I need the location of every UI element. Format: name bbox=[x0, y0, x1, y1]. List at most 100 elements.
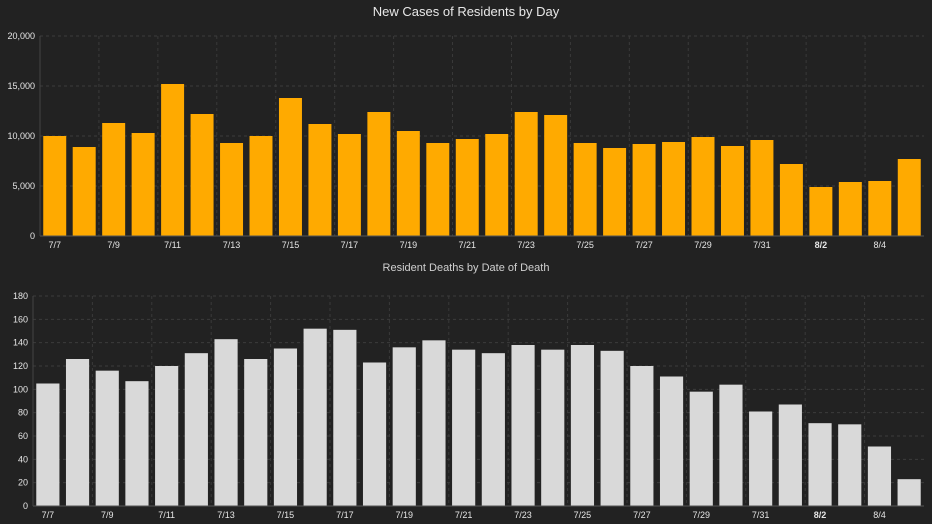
deaths-bar bbox=[273, 348, 298, 506]
deaths-bar bbox=[481, 353, 505, 506]
cases-bar bbox=[632, 144, 656, 236]
deaths-y-tick-label: 40 bbox=[18, 454, 28, 464]
cases-bar bbox=[720, 146, 744, 236]
cases-bar bbox=[72, 147, 96, 236]
deaths-y-tick-label: 80 bbox=[18, 408, 28, 418]
cases-bar bbox=[131, 133, 155, 236]
cases-bar bbox=[455, 139, 479, 236]
cases-y-tick-label: 0 bbox=[30, 231, 35, 241]
deaths-bar bbox=[867, 446, 892, 506]
deaths-bar bbox=[719, 384, 743, 506]
deaths-bar bbox=[452, 349, 476, 506]
cases-bar bbox=[514, 112, 538, 236]
cases-y-tick-label: 20,000 bbox=[7, 31, 35, 41]
deaths-bar bbox=[838, 424, 862, 506]
cases-x-tick-label: 7/13 bbox=[223, 240, 241, 250]
cases-x-tick-label: 7/27 bbox=[635, 240, 653, 250]
deaths-y-tick-label: 60 bbox=[18, 431, 28, 441]
deaths-x-tick-label: 7/31 bbox=[752, 510, 770, 520]
deaths-y-tick-label: 20 bbox=[18, 478, 28, 488]
deaths-bar bbox=[36, 383, 60, 506]
cases-bar bbox=[426, 143, 450, 236]
deaths-y-tick-label: 0 bbox=[23, 501, 28, 511]
deaths-x-tick-label: 7/23 bbox=[514, 510, 532, 520]
deaths-bar bbox=[570, 345, 595, 506]
cases-chart-title: New Cases of Residents by Day bbox=[372, 4, 560, 19]
deaths-bar bbox=[125, 381, 149, 506]
cases-x-tick-label: 7/19 bbox=[400, 240, 418, 250]
deaths-bar bbox=[897, 479, 921, 506]
cases-bar bbox=[809, 187, 833, 236]
cases-bar bbox=[750, 140, 774, 236]
deaths-bar bbox=[184, 353, 208, 506]
cases-bar bbox=[102, 123, 126, 236]
cases-bar bbox=[396, 131, 420, 236]
deaths-bar bbox=[422, 340, 446, 506]
cases-x-tick-label: 7/15 bbox=[282, 240, 300, 250]
cases-y-tick-label: 15,000 bbox=[7, 81, 35, 91]
cases-x-tick-label: 7/23 bbox=[517, 240, 535, 250]
deaths-y-tick-label: 120 bbox=[13, 361, 28, 371]
deaths-bar bbox=[214, 339, 238, 506]
deaths-x-tick-label: 7/7 bbox=[42, 510, 55, 520]
deaths-bar bbox=[600, 350, 624, 506]
deaths-y-tick-label: 100 bbox=[13, 384, 28, 394]
cases-bar bbox=[367, 112, 391, 236]
deaths-y-tick-label: 160 bbox=[13, 314, 28, 324]
cases-x-tick-label: 7/31 bbox=[753, 240, 771, 250]
deaths-bar bbox=[362, 362, 387, 506]
deaths-x-tick-label: 7/25 bbox=[574, 510, 592, 520]
cases-x-tick-label: 8/4 bbox=[874, 240, 887, 250]
cases-bar bbox=[278, 98, 302, 236]
cases-x-tick-label: 7/21 bbox=[459, 240, 477, 250]
deaths-x-tick-label: 8/2 bbox=[814, 510, 827, 520]
deaths-y-tick-label: 140 bbox=[13, 338, 28, 348]
deaths-bar bbox=[65, 359, 90, 506]
cases-bar bbox=[573, 143, 597, 236]
deaths-bar bbox=[630, 366, 654, 506]
cases-bar bbox=[220, 143, 244, 236]
cases-bar bbox=[603, 148, 627, 236]
cases-x-tick-label: 7/11 bbox=[164, 240, 181, 250]
deaths-bar bbox=[749, 411, 773, 506]
deaths-bar bbox=[541, 349, 565, 506]
cases-bar bbox=[868, 181, 892, 236]
cases-y-tick-label: 10,000 bbox=[7, 131, 35, 141]
cases-x-tick-label: 7/25 bbox=[576, 240, 594, 250]
deaths-y-tick-label: 180 bbox=[13, 291, 28, 301]
deaths-bar bbox=[244, 359, 268, 506]
deaths-x-tick-label: 7/19 bbox=[395, 510, 413, 520]
cases-x-tick-label: 7/29 bbox=[694, 240, 712, 250]
deaths-bar bbox=[155, 366, 179, 506]
cases-bar bbox=[161, 84, 185, 236]
cases-bar bbox=[249, 136, 273, 236]
deaths-bar bbox=[303, 328, 327, 506]
cases-bar bbox=[691, 137, 715, 236]
deaths-bar bbox=[659, 376, 684, 506]
cases-x-tick-label: 7/9 bbox=[107, 240, 120, 250]
cases-bar bbox=[779, 164, 803, 236]
cases-bar bbox=[308, 124, 332, 236]
deaths-bar bbox=[511, 345, 535, 506]
cases-bar bbox=[43, 136, 67, 236]
cases-x-tick-label: 8/2 bbox=[815, 240, 828, 250]
deaths-bar bbox=[333, 329, 357, 506]
deaths-x-tick-label: 7/13 bbox=[217, 510, 235, 520]
cases-x-tick-label: 7/7 bbox=[48, 240, 61, 250]
deaths-x-tick-label: 7/21 bbox=[455, 510, 473, 520]
cases-y-tick-label: 5,000 bbox=[12, 181, 35, 191]
cases-bar bbox=[662, 142, 686, 236]
cases-bar bbox=[897, 159, 921, 236]
deaths-bar bbox=[392, 347, 416, 506]
cases-bar bbox=[337, 134, 361, 236]
deaths-x-tick-label: 7/27 bbox=[633, 510, 651, 520]
cases-bar bbox=[485, 134, 509, 236]
deaths-chart-title: Resident Deaths by Date of Death bbox=[382, 262, 550, 274]
deaths-x-tick-label: 7/29 bbox=[692, 510, 710, 520]
cases-bar bbox=[838, 182, 862, 236]
deaths-x-tick-label: 7/11 bbox=[158, 510, 175, 520]
cases-bar bbox=[190, 114, 214, 236]
deaths-x-tick-label: 7/9 bbox=[101, 510, 114, 520]
